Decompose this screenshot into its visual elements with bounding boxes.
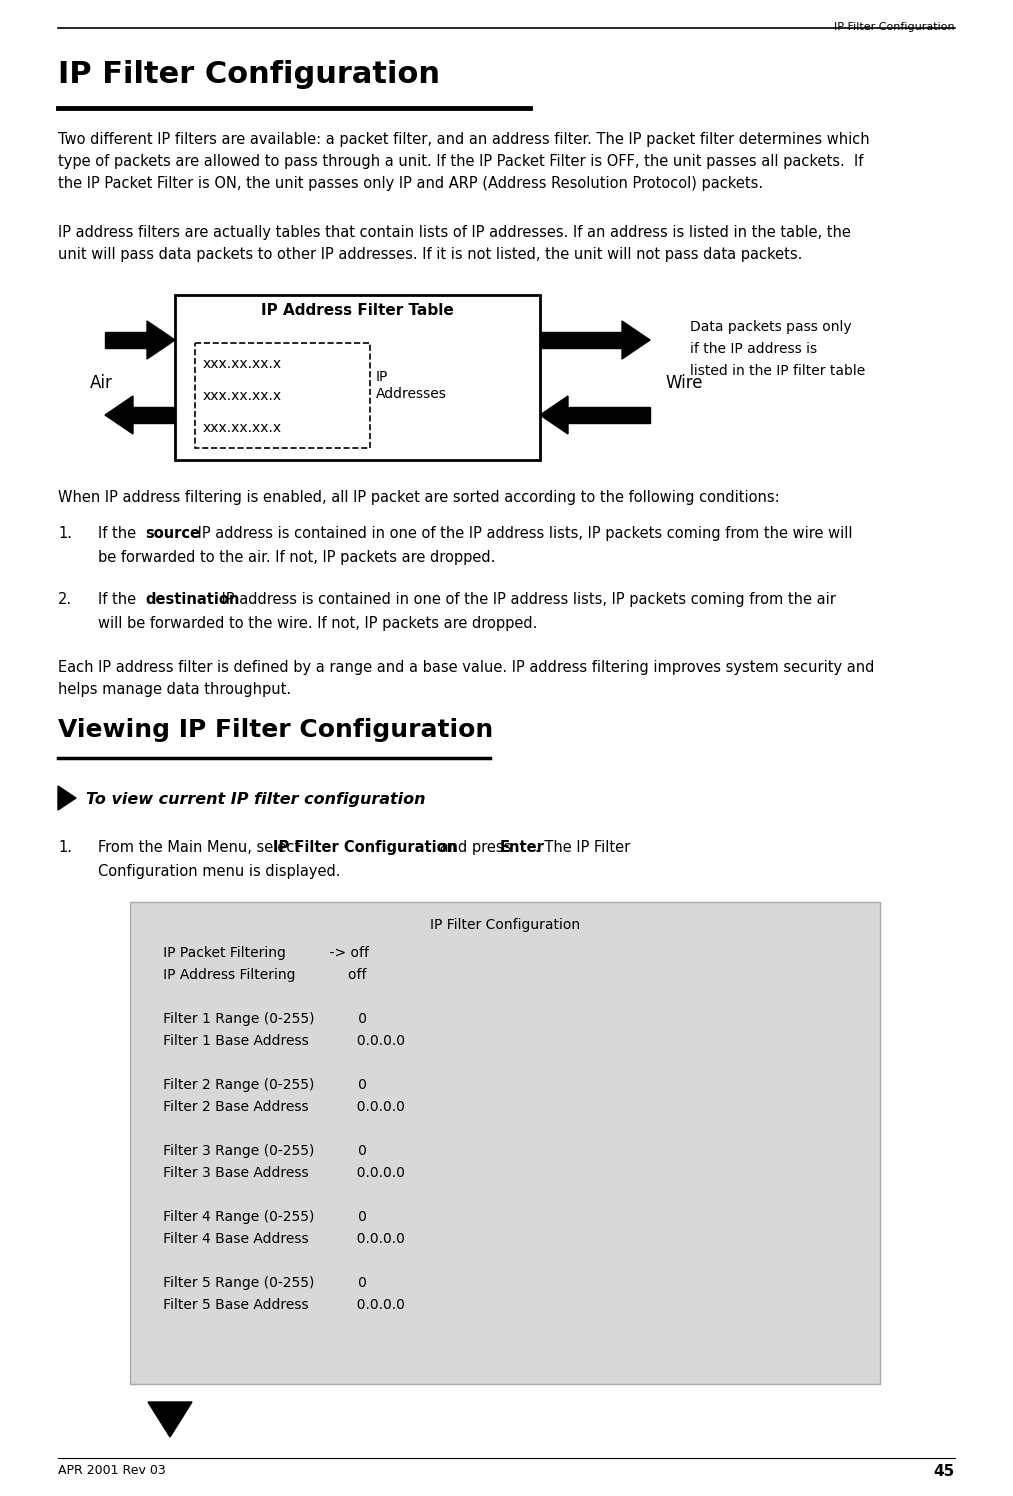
Bar	[194, 343, 370, 447]
Bar	[130, 902, 880, 1384]
Text: . The IP Filter: . The IP Filter	[535, 839, 630, 856]
Text: Wire: Wire	[665, 374, 702, 392]
Text: if the IP address is: if the IP address is	[690, 343, 817, 356]
Text: destination: destination	[145, 592, 239, 607]
Text: Configuration menu is displayed.: Configuration menu is displayed.	[98, 865, 340, 880]
Text: IP Address Filter Table: IP Address Filter Table	[261, 304, 454, 319]
Text: Filter 4 Base Address           0.0.0.0: Filter 4 Base Address 0.0.0.0	[150, 1233, 405, 1246]
Text: and press: and press	[435, 839, 516, 856]
Polygon shape	[622, 322, 650, 359]
Text: Filter 3 Range (0-255)          0: Filter 3 Range (0-255) 0	[150, 1144, 367, 1158]
Text: IP Address Filtering            off: IP Address Filtering off	[150, 968, 367, 981]
Polygon shape	[105, 396, 133, 434]
Text: Two different IP filters are available: a packet filter, and an address filter. : Two different IP filters are available: …	[58, 132, 869, 147]
Text: Filter 4 Range (0-255)          0: Filter 4 Range (0-255) 0	[150, 1210, 367, 1224]
Bar	[105, 332, 147, 349]
Text: From the Main Menu, select: From the Main Menu, select	[98, 839, 305, 856]
Text: To view current IP filter configuration: To view current IP filter configuration	[86, 791, 425, 806]
Text: When IP address filtering is enabled, all IP packet are sorted according to the : When IP address filtering is enabled, al…	[58, 491, 780, 506]
Text: IP Packet Filtering          -> off: IP Packet Filtering -> off	[150, 945, 369, 960]
Text: Filter 3 Base Address           0.0.0.0: Filter 3 Base Address 0.0.0.0	[150, 1165, 405, 1180]
Bar	[568, 407, 650, 423]
Text: IP Filter Configuration: IP Filter Configuration	[835, 22, 955, 31]
Text: 1.: 1.	[58, 527, 72, 542]
Text: be forwarded to the air. If not, IP packets are dropped.: be forwarded to the air. If not, IP pack…	[98, 551, 495, 565]
Text: Filter 1 Range (0-255)          0: Filter 1 Range (0-255) 0	[150, 1011, 367, 1026]
Text: will be forwarded to the wire. If not, IP packets are dropped.: will be forwarded to the wire. If not, I…	[98, 616, 537, 631]
Text: IP address is contained in one of the IP address lists, IP packets coming from t: IP address is contained in one of the IP…	[193, 527, 853, 542]
Text: IP Filter Configuration: IP Filter Configuration	[430, 919, 580, 932]
Text: the IP Packet Filter is ON, the unit passes only IP and ARP (Address Resolution : the IP Packet Filter is ON, the unit pas…	[58, 177, 763, 191]
Text: xxx.xx.xx.x: xxx.xx.xx.x	[203, 389, 283, 402]
Text: Filter 5 Base Address           0.0.0.0: Filter 5 Base Address 0.0.0.0	[150, 1299, 405, 1312]
Text: 1.: 1.	[58, 839, 72, 856]
Text: xxx.xx.xx.x: xxx.xx.xx.x	[203, 358, 283, 371]
Bar	[540, 332, 622, 349]
Bar	[133, 407, 175, 423]
Polygon shape	[148, 1402, 192, 1438]
Polygon shape	[147, 322, 175, 359]
Bar	[175, 295, 540, 459]
Text: If the: If the	[98, 527, 141, 542]
Text: IP address is contained in one of the IP address lists, IP packets coming from t: IP address is contained in one of the IP…	[217, 592, 836, 607]
Text: IP address filters are actually tables that contain lists of IP addresses. If an: IP address filters are actually tables t…	[58, 224, 851, 239]
Text: 45: 45	[934, 1465, 955, 1480]
Text: Enter: Enter	[500, 839, 545, 856]
Text: Filter 1 Base Address           0.0.0.0: Filter 1 Base Address 0.0.0.0	[150, 1034, 405, 1049]
Text: APR 2001 Rev 03: APR 2001 Rev 03	[58, 1465, 166, 1477]
Text: Filter 2 Range (0-255)          0: Filter 2 Range (0-255) 0	[150, 1079, 367, 1092]
Text: Filter 2 Base Address           0.0.0.0: Filter 2 Base Address 0.0.0.0	[150, 1100, 405, 1115]
Text: type of packets are allowed to pass through a unit. If the IP Packet Filter is O: type of packets are allowed to pass thro…	[58, 154, 863, 169]
Text: Filter 5 Range (0-255)          0: Filter 5 Range (0-255) 0	[150, 1276, 367, 1290]
Text: Each IP address filter is defined by a range and a base value. IP address filter: Each IP address filter is defined by a r…	[58, 660, 874, 675]
Text: helps manage data throughput.: helps manage data throughput.	[58, 682, 291, 697]
Text: IP Filter Configuration: IP Filter Configuration	[272, 839, 457, 856]
Text: Air: Air	[90, 374, 112, 392]
Polygon shape	[540, 396, 568, 434]
Text: If the: If the	[98, 592, 141, 607]
Text: 2.: 2.	[58, 592, 72, 607]
Text: listed in the IP filter table: listed in the IP filter table	[690, 364, 865, 378]
Text: source: source	[145, 527, 200, 542]
Text: unit will pass data packets to other IP addresses. If it is not listed, the unit: unit will pass data packets to other IP …	[58, 247, 802, 262]
Text: Viewing IP Filter Configuration: Viewing IP Filter Configuration	[58, 718, 493, 742]
Text: Data packets pass only: Data packets pass only	[690, 320, 852, 334]
Text: IP Filter Configuration: IP Filter Configuration	[58, 60, 440, 88]
Text: xxx.xx.xx.x: xxx.xx.xx.x	[203, 420, 283, 435]
Polygon shape	[58, 785, 76, 809]
Text: IP
Addresses: IP Addresses	[376, 371, 447, 401]
